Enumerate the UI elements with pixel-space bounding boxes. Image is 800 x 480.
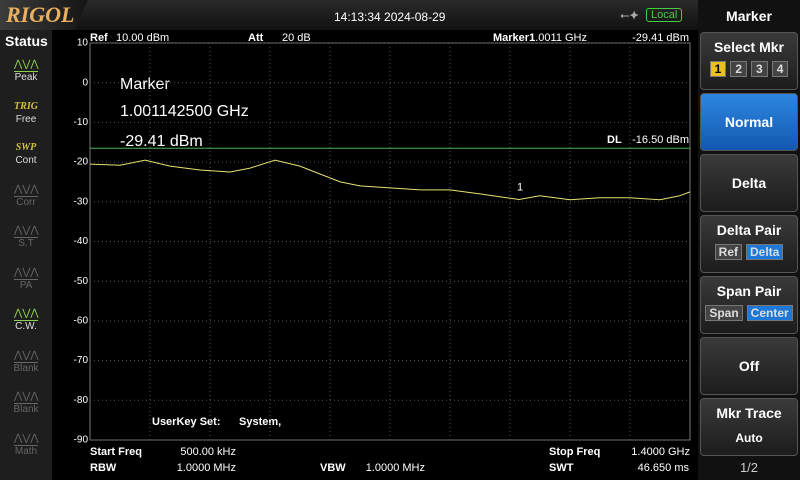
menu-label: Normal xyxy=(724,114,774,130)
status-icon: ⋀⋁⋀ xyxy=(14,59,39,72)
usb-icon: ⭠⯌ xyxy=(620,8,639,22)
menu-label: Delta xyxy=(731,175,767,191)
marker-level: -29.41 dBm xyxy=(632,32,689,44)
vbw-label: VBW xyxy=(320,462,346,474)
spectrum-display: Ref 10.00 dBm Att 20 dB Marker1 1.0011 G… xyxy=(74,32,691,474)
menu-label: Delta Pair xyxy=(716,222,782,238)
trace xyxy=(89,159,691,201)
menu-button[interactable]: Delta xyxy=(700,154,798,212)
menu-option[interactable]: 1 xyxy=(709,61,727,77)
status-label: PA xyxy=(19,279,33,291)
display-line-label: DL xyxy=(607,134,622,146)
y-tick-label: -60 xyxy=(74,316,89,327)
y-tick-label: -30 xyxy=(74,196,89,207)
status-title: Status xyxy=(5,33,48,49)
userkey-label: UserKey Set: xyxy=(152,416,220,428)
menu-button[interactable]: Mkr Trace Auto xyxy=(700,398,798,456)
menu-label: Off xyxy=(738,358,760,374)
menu-button[interactable]: Normal xyxy=(700,93,798,151)
ref-value: 10.00 dBm xyxy=(116,32,169,44)
brand: RIGOL xyxy=(6,2,75,27)
local-indicator: Local xyxy=(646,8,683,22)
display-line-value: -16.50 dBm xyxy=(632,134,689,146)
status-label: Blank xyxy=(13,362,39,374)
marker-freq: 1.0011 GHz xyxy=(529,32,587,44)
status-label: Free xyxy=(15,113,37,125)
menu-label: Span Pair xyxy=(716,283,782,299)
menu-page: 1/2 xyxy=(739,460,759,475)
stop-label: Stop Freq xyxy=(549,446,600,458)
status-label: Math xyxy=(14,445,38,457)
status-icon: ⋀⋁⋀ xyxy=(14,391,39,404)
readout-title: Marker xyxy=(120,76,170,93)
menu-label: Mkr Trace xyxy=(716,405,782,421)
header xyxy=(0,0,800,30)
start-label: Start Freq xyxy=(90,446,142,458)
att-value: 20 dB xyxy=(282,32,311,44)
vbw-value: 1.0000 MHz xyxy=(366,462,425,474)
menu-label: Select Mkr xyxy=(713,39,785,55)
menu-button[interactable]: Select Mkr 1 2 3 4 xyxy=(700,32,798,90)
start-value: 500.00 kHz xyxy=(180,446,236,458)
swt-label: SWT xyxy=(549,462,574,474)
status-label: Blank xyxy=(13,404,39,415)
menu-sub: Auto xyxy=(735,431,763,445)
status-label: Corr xyxy=(16,196,36,208)
status-label: C.W. xyxy=(15,321,37,332)
ref-label: Ref xyxy=(90,32,108,44)
y-tick-label: -20 xyxy=(74,157,89,168)
status-label: Peak xyxy=(14,72,38,83)
menu-button[interactable]: Off xyxy=(700,337,798,395)
status-icon: ⋀⋁⋀ xyxy=(14,225,39,238)
status-label: Cont xyxy=(15,155,37,166)
stop-value: 1.4000 GHz xyxy=(631,446,690,458)
menu-option[interactable]: Delta xyxy=(746,244,784,260)
marker-label: Marker1 xyxy=(493,32,535,44)
status-icon: ⋀⋁⋀ xyxy=(14,432,39,446)
datetime: 14:13:34 2024-08-29 xyxy=(334,10,446,24)
readout-freq: 1.001142500 GHz xyxy=(120,103,249,120)
menu-title: Marker xyxy=(726,8,772,24)
marker-label: 1 xyxy=(517,181,523,193)
swt-value: 46.650 ms xyxy=(638,462,690,474)
menu-option[interactable]: 3 xyxy=(751,61,768,77)
y-tick-label: 10 xyxy=(77,38,89,49)
menu-option[interactable]: Ref xyxy=(714,244,742,260)
menu-options: Ref Delta xyxy=(701,244,797,260)
menu-button[interactable]: Delta Pair Ref Delta xyxy=(700,215,798,273)
y-tick-label: -50 xyxy=(74,276,89,287)
status-icon: ⋀⋁⋀ xyxy=(14,349,39,363)
menu-option[interactable]: Span xyxy=(705,305,743,321)
menu-button[interactable]: Span Pair Span Center xyxy=(700,276,798,334)
readout-level: -29.41 dBm xyxy=(120,133,203,150)
menu-option[interactable]: Center xyxy=(746,305,793,321)
menu-option[interactable]: 2 xyxy=(730,61,747,77)
status-label: S.T xyxy=(18,238,34,249)
y-tick-label: -70 xyxy=(74,355,89,366)
att-label: Att xyxy=(248,32,264,44)
status-icon: ⋀⋁⋀ xyxy=(14,183,39,197)
status-icon: ⋀⋁⋀ xyxy=(14,308,39,321)
status-tag: SWP xyxy=(15,142,37,153)
menu-options: Span Center xyxy=(701,305,797,321)
userkey-value: System, xyxy=(239,416,281,428)
status-tag: TRIG xyxy=(14,100,38,112)
y-tick-label: 0 xyxy=(82,77,88,88)
menu-option[interactable]: 4 xyxy=(771,61,789,77)
status-icon: ⋀⋁⋀ xyxy=(14,266,39,280)
status-panel xyxy=(0,30,52,480)
y-tick-label: -10 xyxy=(74,117,89,128)
y-tick-label: -90 xyxy=(74,435,89,446)
logo-bg xyxy=(0,0,88,30)
y-tick-label: -80 xyxy=(74,395,89,406)
y-tick-label: -40 xyxy=(74,236,89,247)
rbw-value: 1.0000 MHz xyxy=(177,462,236,474)
rbw-label: RBW xyxy=(90,462,117,474)
